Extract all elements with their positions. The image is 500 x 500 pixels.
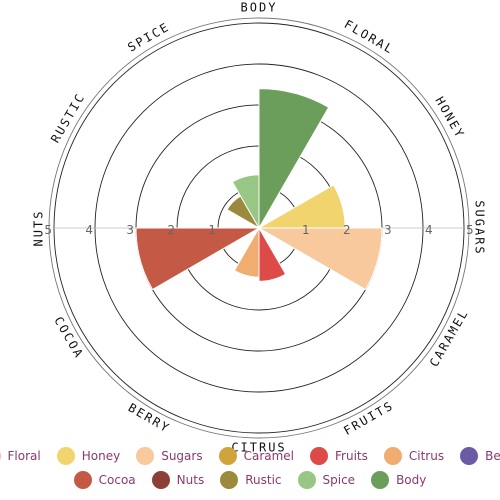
legend-item-spice: Spice (297, 471, 356, 489)
legend-item-fruits: Fruits (310, 447, 368, 465)
tick-label: 1 (208, 223, 216, 237)
legend-item-honey: Honey (56, 447, 121, 465)
tick-label: 1 (302, 223, 310, 237)
legend-item-rustic: Rustic (220, 471, 282, 489)
category-label-caramel: CARAMEL (427, 306, 471, 369)
category-label-nuts: NUTS (32, 210, 46, 247)
legend-swatch (371, 471, 390, 489)
legend-label: Fruits (335, 449, 368, 463)
legend-item-floral: Floral (0, 447, 41, 465)
legend-label: Berry (485, 449, 500, 463)
category-label-berry: BERRY (126, 401, 173, 436)
tick-label: 4 (85, 223, 93, 237)
legend-label: Nuts (176, 473, 205, 487)
tick-label: 5 (466, 223, 474, 237)
tick-label: 5 (44, 223, 52, 237)
radial-tick-labels: 1 1 2 2 3 3 4 4 5 5 (44, 223, 473, 237)
outer-ring (48, 17, 470, 439)
legend-swatch (56, 447, 75, 465)
legend-label: Caramel (243, 449, 295, 463)
legend-swatch (151, 471, 170, 489)
category-label-floral: FLORAL (342, 17, 397, 57)
legend-item-caramel: Caramel (218, 447, 295, 465)
legend-item-sugars: Sugars (136, 447, 203, 465)
legend-label: Spice (322, 473, 356, 487)
tick-label: 4 (425, 223, 433, 237)
legend-swatch (460, 447, 479, 465)
legend-swatch (136, 447, 155, 465)
tick-label: 2 (343, 223, 351, 237)
category-label-sugars: SUGARS (473, 200, 487, 255)
tick-label: 3 (126, 223, 134, 237)
legend-swatch (218, 447, 237, 465)
legend-swatch (220, 471, 239, 489)
legend-item-berry: Berry (460, 447, 500, 465)
legend-swatch (73, 471, 92, 489)
category-label-citrus: CITRUS (231, 441, 286, 455)
legend-row-1: Floral Honey Sugars Caramel Fruits Citrus Berr… (0, 447, 500, 465)
legend-label: Honey (81, 449, 121, 463)
wedge-citrus (233, 226, 260, 278)
tick-label: 3 (384, 223, 392, 237)
wedge-cocoa (135, 227, 261, 291)
legend-label: Rustic (245, 473, 282, 487)
tick-label: 2 (167, 223, 175, 237)
legend-swatch (297, 471, 316, 489)
legend-item-cocoa: Cocoa (73, 471, 136, 489)
category-label-cocoa: COCOA (51, 314, 86, 361)
legend-label: Body (396, 473, 427, 487)
wedge-sugars (257, 227, 383, 291)
category-label-fruits: FRUITS (341, 398, 396, 438)
wedge-spice (231, 174, 260, 230)
data-wedges (135, 88, 383, 291)
wedge-body (258, 88, 330, 230)
legend-row-2: Cocoa Nuts Rustic Spice Body (0, 471, 500, 489)
legend-label: Cocoa (98, 473, 136, 487)
legend-item-body: Body (371, 471, 426, 489)
legend-label: Sugars (161, 449, 203, 463)
legend-label: Citrus (408, 449, 445, 463)
legend-swatch (383, 447, 402, 465)
legend-swatch (0, 447, 1, 465)
legend-label: Floral (7, 449, 41, 463)
legend-item-nuts: Nuts (151, 471, 205, 489)
category-label-body: BODY (241, 1, 278, 15)
legend-item-citrus: Citrus (383, 447, 445, 465)
wedge-fruits (258, 226, 287, 282)
legend-swatch (310, 447, 329, 465)
category-label-rustic: RUSTIC (48, 90, 88, 145)
